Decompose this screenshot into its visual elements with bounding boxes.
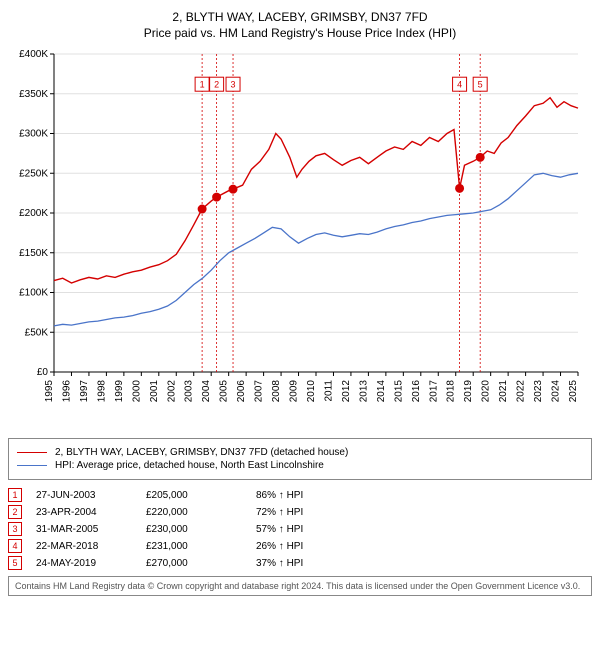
svg-text:2015: 2015 <box>393 380 404 403</box>
sale-badge: 5 <box>8 556 22 570</box>
svg-text:4: 4 <box>457 80 462 90</box>
sale-row: 5 24-MAY-2019£270,00037% ↑ HPI <box>8 556 592 570</box>
svg-text:£250K: £250K <box>19 168 48 179</box>
svg-text:2010: 2010 <box>306 380 317 403</box>
chart-subtitle: Price paid vs. HM Land Registry's House … <box>8 26 592 40</box>
line-chart: £0 £50K £100K £150K £200K £250K £300K £350K £400… <box>8 48 588 428</box>
sale-pct: 26% ↑ HPI <box>256 541 356 552</box>
sale-date: 31-MAR-2005 <box>36 524 146 535</box>
svg-text:2002: 2002 <box>166 380 177 403</box>
sales-table: 1 27-JUN-2003£205,00086% ↑ HPI 2 23-APR-200… <box>8 488 592 570</box>
legend-swatch <box>17 452 47 453</box>
sale-badge: 3 <box>8 522 22 536</box>
sale-point-2 <box>213 193 221 201</box>
svg-text:2: 2 <box>214 80 219 90</box>
svg-text:£100K: £100K <box>19 288 48 299</box>
sale-row: 2 23-APR-2004£220,00072% ↑ HPI <box>8 505 592 519</box>
sale-price: £270,000 <box>146 558 256 569</box>
legend-label: HPI: Average price, detached house, Nort… <box>55 460 324 471</box>
svg-text:2009: 2009 <box>289 380 300 403</box>
svg-text:1996: 1996 <box>61 380 72 403</box>
sale-price: £230,000 <box>146 524 256 535</box>
svg-text:2007: 2007 <box>254 380 265 403</box>
sale-price: £205,000 <box>146 490 256 501</box>
chart-area: £0 £50K £100K £150K £200K £250K £300K £350K £400… <box>8 48 592 428</box>
sale-price: £231,000 <box>146 541 256 552</box>
svg-text:2023: 2023 <box>533 380 544 403</box>
svg-text:£300K: £300K <box>19 129 48 140</box>
legend-swatch <box>17 465 47 466</box>
svg-text:2022: 2022 <box>516 380 527 403</box>
svg-text:2013: 2013 <box>358 380 369 403</box>
sale-date: 23-APR-2004 <box>36 507 146 518</box>
svg-text:2004: 2004 <box>201 380 212 403</box>
svg-text:3: 3 <box>231 80 236 90</box>
svg-text:£0: £0 <box>37 367 49 378</box>
svg-text:1995: 1995 <box>44 380 55 403</box>
svg-text:2006: 2006 <box>236 380 247 403</box>
svg-text:2020: 2020 <box>481 380 492 403</box>
svg-text:2016: 2016 <box>411 380 422 403</box>
sale-badge: 4 <box>8 539 22 553</box>
chart-title: 2, BLYTH WAY, LACEBY, GRIMSBY, DN37 7FD <box>8 10 592 24</box>
svg-text:1999: 1999 <box>114 380 125 403</box>
sale-row: 3 31-MAR-2005£230,00057% ↑ HPI <box>8 522 592 536</box>
svg-text:2001: 2001 <box>149 380 160 403</box>
sale-badge: 2 <box>8 505 22 519</box>
sale-badge: 1 <box>8 488 22 502</box>
svg-text:2005: 2005 <box>219 380 230 403</box>
svg-text:2017: 2017 <box>428 380 439 403</box>
svg-text:2025: 2025 <box>568 380 579 403</box>
sale-date: 24-MAY-2019 <box>36 558 146 569</box>
sale-point-3 <box>229 185 237 193</box>
svg-text:2011: 2011 <box>323 380 334 402</box>
svg-text:2012: 2012 <box>341 380 352 403</box>
svg-text:5: 5 <box>478 80 483 90</box>
sale-point-1 <box>198 205 206 213</box>
svg-text:£400K: £400K <box>19 49 48 60</box>
legend-item: 2, BLYTH WAY, LACEBY, GRIMSBY, DN37 7FD … <box>17 447 583 458</box>
svg-text:1998: 1998 <box>96 380 107 403</box>
svg-text:2000: 2000 <box>131 380 142 403</box>
svg-text:£200K: £200K <box>19 208 48 219</box>
sale-date: 22-MAR-2018 <box>36 541 146 552</box>
sale-row: 1 27-JUN-2003£205,00086% ↑ HPI <box>8 488 592 502</box>
svg-text:2014: 2014 <box>376 380 387 403</box>
legend-label: 2, BLYTH WAY, LACEBY, GRIMSBY, DN37 7FD … <box>55 447 348 458</box>
svg-text:2003: 2003 <box>184 380 195 403</box>
sale-date: 27-JUN-2003 <box>36 490 146 501</box>
footer-attribution: Contains HM Land Registry data © Crown c… <box>8 576 592 596</box>
sale-pct: 86% ↑ HPI <box>256 490 356 501</box>
svg-text:2021: 2021 <box>498 380 509 403</box>
svg-text:£50K: £50K <box>25 327 49 338</box>
sale-pct: 57% ↑ HPI <box>256 524 356 535</box>
sale-pct: 72% ↑ HPI <box>256 507 356 518</box>
svg-text:1: 1 <box>200 80 205 90</box>
sale-price: £220,000 <box>146 507 256 518</box>
sale-pct: 37% ↑ HPI <box>256 558 356 569</box>
svg-text:2018: 2018 <box>446 380 457 403</box>
svg-text:£150K: £150K <box>19 248 48 259</box>
legend: 2, BLYTH WAY, LACEBY, GRIMSBY, DN37 7FD … <box>8 438 592 480</box>
sale-point-4 <box>456 184 464 192</box>
svg-text:2019: 2019 <box>463 380 474 403</box>
sale-point-5 <box>476 153 484 161</box>
legend-item: HPI: Average price, detached house, Nort… <box>17 460 583 471</box>
svg-text:2008: 2008 <box>271 380 282 403</box>
sale-row: 4 22-MAR-2018£231,00026% ↑ HPI <box>8 539 592 553</box>
svg-text:£350K: £350K <box>19 89 48 100</box>
svg-text:2024: 2024 <box>551 380 562 403</box>
svg-text:1997: 1997 <box>79 380 90 403</box>
